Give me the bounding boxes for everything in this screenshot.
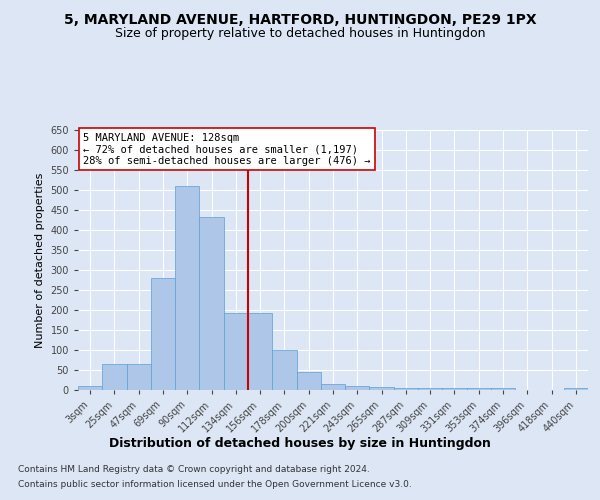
Bar: [248, 313, 272, 390]
Bar: [102, 364, 127, 390]
Text: 5 MARYLAND AVENUE: 128sqm
← 72% of detached houses are smaller (1,197)
28% of se: 5 MARYLAND AVENUE: 128sqm ← 72% of detac…: [83, 132, 371, 166]
Bar: [370, 387, 394, 390]
Bar: [418, 388, 442, 390]
Bar: [175, 186, 199, 390]
Text: Distribution of detached houses by size in Huntingdon: Distribution of detached houses by size …: [109, 438, 491, 450]
Bar: [272, 350, 296, 390]
Bar: [296, 372, 321, 390]
Bar: [442, 388, 467, 390]
Bar: [345, 386, 370, 390]
Bar: [394, 388, 418, 390]
Bar: [564, 388, 588, 390]
Bar: [224, 313, 248, 390]
Text: Contains HM Land Registry data © Crown copyright and database right 2024.: Contains HM Land Registry data © Crown c…: [18, 465, 370, 474]
Y-axis label: Number of detached properties: Number of detached properties: [35, 172, 45, 348]
Bar: [78, 386, 102, 390]
Bar: [321, 384, 345, 390]
Bar: [467, 388, 491, 390]
Bar: [199, 217, 224, 390]
Text: Size of property relative to detached houses in Huntingdon: Size of property relative to detached ho…: [115, 28, 485, 40]
Text: 5, MARYLAND AVENUE, HARTFORD, HUNTINGDON, PE29 1PX: 5, MARYLAND AVENUE, HARTFORD, HUNTINGDON…: [64, 12, 536, 26]
Bar: [151, 278, 175, 390]
Bar: [127, 364, 151, 390]
Bar: [491, 388, 515, 390]
Text: Contains public sector information licensed under the Open Government Licence v3: Contains public sector information licen…: [18, 480, 412, 489]
